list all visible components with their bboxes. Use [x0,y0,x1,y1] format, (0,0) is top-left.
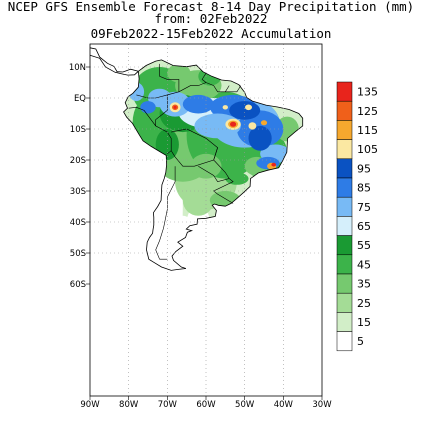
legend-label: 55 [357,239,371,252]
country-border [136,94,168,99]
country-border [213,178,234,204]
legend-swatch [336,139,353,160]
legend-label: 115 [357,124,378,137]
precip-cell [229,101,261,120]
precip-cell [173,105,177,109]
legend-label: 5 [357,335,364,348]
country-border [128,106,156,127]
precip-cell [271,162,277,167]
country-border [159,63,180,92]
lon-label: 30W [312,400,332,410]
legend-label: 65 [357,220,371,233]
legend-label: 125 [357,105,378,118]
precip-cell [140,101,156,114]
lon-label: 60W [196,400,216,410]
lon-label: 70W [158,400,178,410]
legend-label: 85 [357,182,371,195]
lat-label: 60S [70,280,86,290]
legend-swatch [336,81,353,102]
precip-cell [245,104,252,111]
forecast-from-date: from: 02Feb2022 [154,11,268,26]
latitude-labels: 10N EQ 10S 20S 30S 40S 50S 60S [69,63,90,290]
legend-swatch [336,100,353,121]
precip-cell [260,120,268,126]
precip-cell [248,122,257,130]
legend-swatch [336,312,353,332]
lat-label: 10S [70,125,86,135]
precip-cell [248,125,272,151]
legend-swatch [336,196,353,217]
lat-label: EQ [74,94,86,104]
precip-cell [182,94,214,114]
legend-swatch [336,235,353,256]
lon-label: 50W [235,400,255,410]
legend-label: 45 [357,258,371,271]
legend-swatch [336,158,353,179]
legend-label: 75 [357,201,371,214]
accumulation-period: 09Feb2022-15Feb2022 Accumulation [90,26,332,41]
legend-swatch [336,292,353,313]
legend-swatch [336,120,353,140]
country-borders [128,63,242,260]
lon-label: 40W [274,400,294,410]
country-border [225,85,242,93]
color-legend: 135 125 115 105 95 85 75 65 55 45 35 25 15 5 [336,81,378,352]
lat-label: 50S [70,249,86,259]
legend-swatch [336,273,353,294]
lat-label: 20S [70,156,86,166]
precip-cell [230,121,237,127]
coastline [89,47,304,271]
legend-swatch [336,254,353,275]
precip-cell [225,172,249,185]
lon-label: 90W [80,400,100,410]
legend-label: 95 [357,162,371,175]
lat-label: 30S [70,187,86,197]
lon-label: 80W [119,400,139,410]
lat-label: 10N [69,63,86,73]
country-border [167,150,172,155]
legend-label: 25 [357,297,371,310]
lat-lon-grid [90,44,322,396]
precip-cell [182,184,214,216]
legend-swatch [336,177,353,198]
legend-swatch [336,216,353,236]
lat-label: 40S [70,218,86,228]
legend-label: 35 [357,278,371,291]
longitude-labels: 90W 80W 70W 60W 50W 40W 30W [80,396,332,410]
country-border [155,166,176,260]
legend-label: 135 [357,86,378,99]
precip-cell [167,63,191,83]
legend-swatch [336,331,353,352]
chart-title: NCEP GFS Ensemble Forecast 8-14 Day Prec… [7,0,415,14]
legend-label: 15 [357,316,371,329]
precip-cell [222,105,228,110]
legend-label: 105 [357,143,378,156]
